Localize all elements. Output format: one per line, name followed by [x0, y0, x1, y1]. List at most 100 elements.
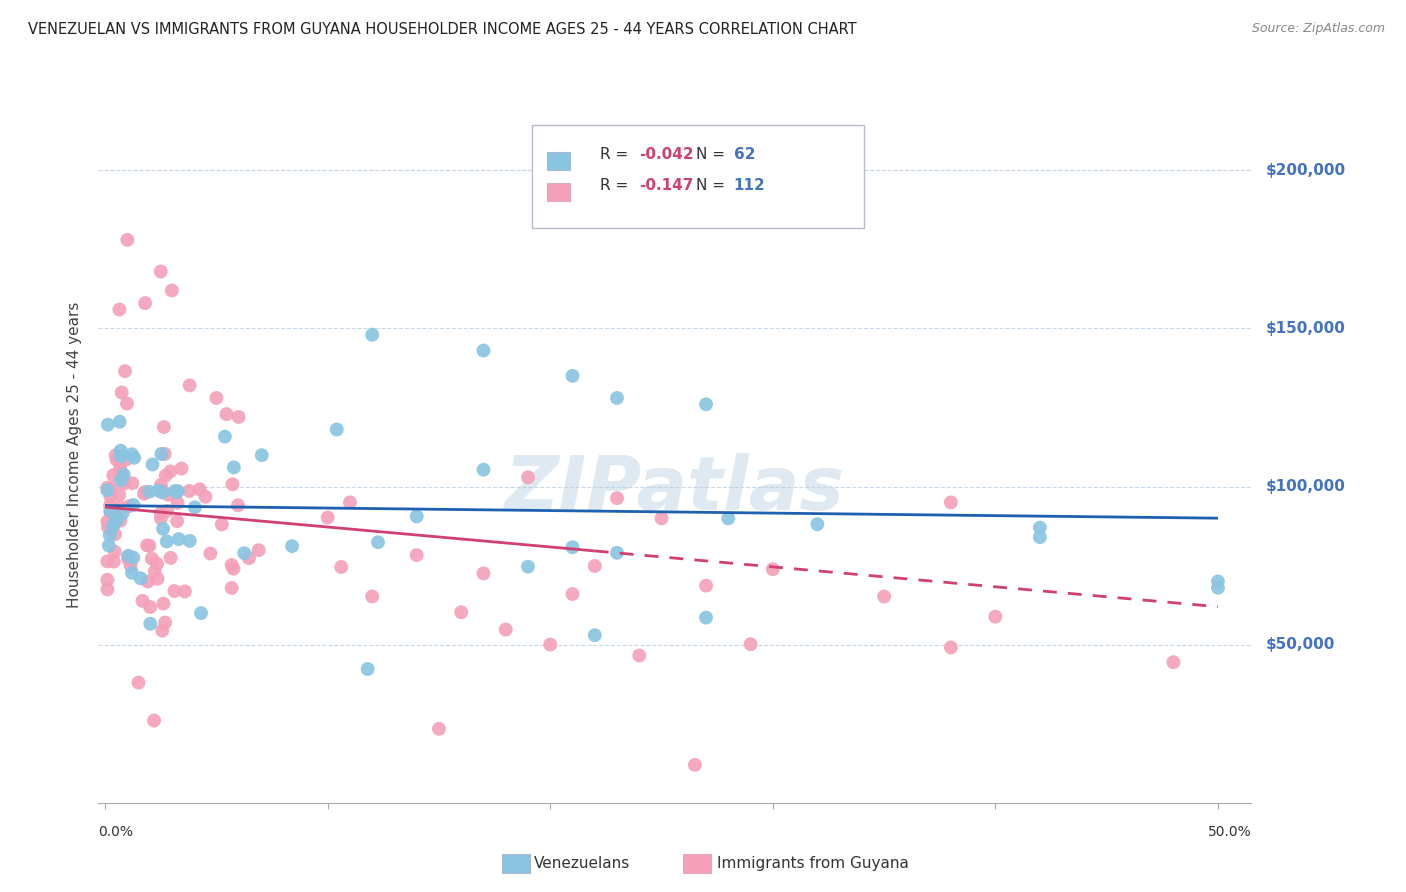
Point: [136, 574, 159, 589]
Y-axis label: Householder Income Ages 25 - 44 years: Householder Income Ages 25 - 44 years: [67, 301, 83, 608]
Point: [97, 520, 120, 534]
Text: N =: N =: [696, 147, 730, 161]
Point: [110, 514, 132, 528]
Point: [112, 472, 135, 486]
Point: [96, 483, 118, 498]
Point: [108, 500, 131, 515]
Point: [222, 460, 245, 475]
Point: [167, 532, 190, 546]
Point: [281, 539, 304, 553]
Point: [561, 587, 583, 601]
Point: [221, 477, 243, 491]
Point: [472, 343, 495, 358]
Point: [873, 590, 896, 604]
Point: [606, 491, 628, 505]
Point: [939, 495, 962, 509]
Point: [450, 605, 472, 619]
Point: [101, 519, 124, 533]
Point: [100, 482, 122, 496]
Point: [98, 504, 121, 518]
Point: [238, 551, 260, 566]
Point: [361, 590, 384, 604]
Point: [472, 566, 495, 581]
Point: [179, 483, 201, 498]
Point: [179, 533, 201, 548]
Text: $200,000: $200,000: [1265, 163, 1346, 178]
Point: [247, 543, 270, 558]
Point: [226, 498, 249, 512]
Point: [221, 581, 243, 595]
Point: [361, 327, 384, 342]
Point: [156, 534, 179, 549]
Point: [122, 450, 145, 465]
Point: [606, 391, 628, 405]
Text: ZIPatlas: ZIPatlas: [505, 453, 845, 526]
Point: [330, 560, 353, 574]
Point: [166, 485, 188, 500]
Point: [98, 528, 121, 542]
Point: [105, 452, 128, 467]
Point: [110, 443, 132, 458]
Point: [606, 546, 628, 560]
Point: [108, 415, 131, 429]
Point: [561, 368, 583, 383]
Point: [149, 511, 172, 525]
Point: [108, 488, 131, 502]
Point: [561, 541, 583, 555]
Point: [131, 594, 153, 608]
Point: [122, 550, 145, 565]
Point: [115, 452, 138, 467]
Point: [179, 378, 201, 392]
Point: [136, 538, 159, 552]
Point: [173, 584, 195, 599]
Point: [152, 597, 174, 611]
Text: 112: 112: [734, 178, 765, 194]
Point: [139, 600, 162, 615]
Point: [104, 448, 127, 462]
Point: [141, 551, 163, 566]
Point: [233, 546, 256, 560]
Point: [101, 522, 124, 536]
Text: $50,000: $50,000: [1265, 637, 1334, 652]
Point: [316, 510, 339, 524]
Point: [695, 610, 717, 624]
Point: [628, 648, 651, 663]
Point: [96, 573, 118, 587]
Point: [110, 450, 132, 464]
Text: $150,000: $150,000: [1265, 321, 1346, 336]
Point: [111, 507, 134, 521]
Point: [96, 554, 118, 568]
Point: [110, 464, 132, 478]
Point: [149, 478, 172, 492]
Point: [156, 504, 179, 518]
Point: [110, 473, 132, 487]
Point: [104, 527, 127, 541]
Text: -0.042: -0.042: [640, 147, 695, 161]
Point: [695, 397, 717, 411]
Point: [405, 509, 427, 524]
Point: [150, 624, 173, 638]
Point: [117, 552, 139, 566]
Text: VENEZUELAN VS IMMIGRANTS FROM GUYANA HOUSEHOLDER INCOME AGES 25 - 44 YEARS CORRE: VENEZUELAN VS IMMIGRANTS FROM GUYANA HOU…: [28, 22, 856, 37]
Point: [110, 451, 132, 466]
Point: [132, 486, 155, 500]
Point: [98, 499, 121, 513]
Point: [1163, 655, 1185, 669]
Point: [97, 417, 120, 432]
Point: [139, 616, 162, 631]
Point: [104, 545, 127, 559]
Point: [740, 637, 762, 651]
Point: [166, 514, 188, 528]
Point: [695, 579, 717, 593]
Point: [205, 391, 228, 405]
Point: [651, 511, 673, 525]
Point: [326, 422, 349, 436]
Point: [117, 549, 139, 563]
Point: [134, 485, 156, 500]
Point: [1206, 581, 1229, 595]
Text: -0.147: -0.147: [640, 178, 693, 194]
Point: [214, 429, 236, 443]
Point: [159, 550, 181, 565]
Point: [98, 489, 121, 503]
Point: [122, 498, 145, 512]
